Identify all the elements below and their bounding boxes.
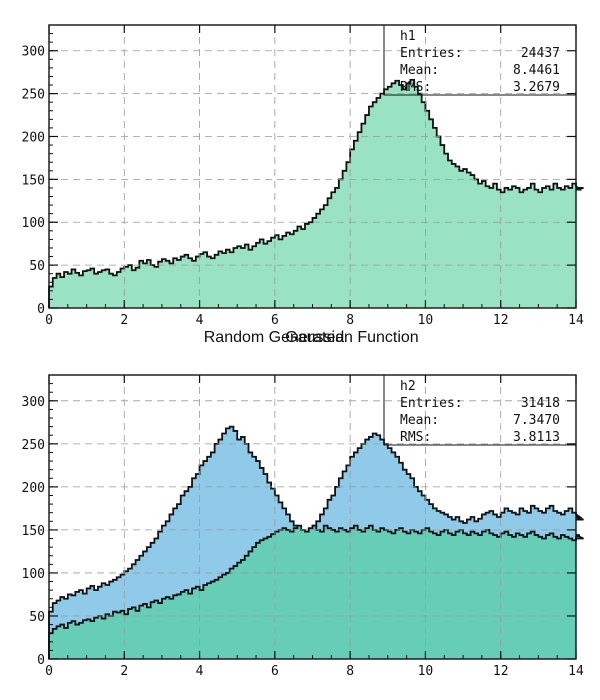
x-tick-label: 0 <box>45 313 53 328</box>
x-axis-title-random: Random Generated <box>204 329 345 346</box>
chart-panel-1: 0 2 4 6 8 10 12 14 0 50 100 150 200 250 300 h1 Entries: 2… <box>22 24 584 328</box>
stats-label: Mean: <box>400 413 439 428</box>
y-tick-label: 50 <box>29 259 45 274</box>
chart-panel-2: 0 2 4 6 8 10 12 14 0 50 100 150 200 250 300 h2 Entries: 3… <box>22 374 584 679</box>
x-tick-label: 6 <box>271 664 279 679</box>
y-tick-label: 300 <box>22 395 45 410</box>
y-tick-label: 300 <box>22 45 45 60</box>
y-tick-label: 150 <box>22 524 45 539</box>
histogram-outline-1 <box>48 78 584 308</box>
y-tick-label: 100 <box>22 216 45 231</box>
x-tick-label: 14 <box>568 313 584 328</box>
stats-name: h1 <box>400 29 416 44</box>
y-tick-label: 200 <box>22 481 45 496</box>
y-tick-label: 0 <box>37 653 45 668</box>
x-tick-label: 8 <box>346 313 354 328</box>
x-tick-label: 10 <box>418 313 434 328</box>
stats-name: h2 <box>400 379 416 394</box>
stats-value: 3.2679 <box>513 80 560 95</box>
x-tick-label: 4 <box>196 313 204 328</box>
histogram-outline-1 <box>48 425 584 659</box>
stats-value: 24437 <box>521 46 560 61</box>
stats-label: RMS: <box>400 430 431 445</box>
x-tick-label: 6 <box>271 313 279 328</box>
histogram-fill-2 <box>49 525 584 659</box>
y-tick-label: 100 <box>22 567 45 582</box>
stats-value: 3.8113 <box>513 430 560 445</box>
x-tick-label: 12 <box>493 664 509 679</box>
y-tick-label: 50 <box>29 610 45 625</box>
histogram-fill-1 <box>49 79 584 308</box>
x-tick-label: 2 <box>120 313 128 328</box>
x-tick-label: 10 <box>418 664 434 679</box>
stats-label: Entries: <box>400 396 463 411</box>
x-tick-label: 14 <box>568 664 584 679</box>
y-tick-label: 150 <box>22 173 45 188</box>
stats-value: 8.4461 <box>513 63 560 78</box>
x-tick-label: 8 <box>346 664 354 679</box>
y-tick-label: 250 <box>22 88 45 103</box>
stats-label: RMS: <box>400 80 431 95</box>
stats-label: Mean: <box>400 63 439 78</box>
stats-value: 31418 <box>521 396 560 411</box>
stats-value: 7.3470 <box>513 413 560 428</box>
x-tick-label: 0 <box>45 664 53 679</box>
x-tick-label: 4 <box>196 664 204 679</box>
histogram-outline-2 <box>48 524 584 659</box>
stats-box <box>383 24 577 96</box>
x-tick-label: 2 <box>120 664 128 679</box>
y-tick-label: 200 <box>22 130 45 145</box>
x-tick-label: 12 <box>493 313 509 328</box>
stats-box <box>383 374 577 446</box>
x-axis-title-gaussian: Gaussian Function <box>285 329 418 346</box>
y-tick-label: 250 <box>22 438 45 453</box>
y-tick-label: 0 <box>37 302 45 317</box>
stats-label: Entries: <box>400 46 463 61</box>
